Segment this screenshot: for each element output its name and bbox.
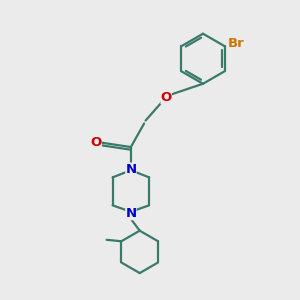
Text: Br: Br bbox=[228, 38, 245, 50]
Text: N: N bbox=[125, 207, 136, 220]
Text: O: O bbox=[91, 136, 102, 149]
Text: O: O bbox=[160, 91, 172, 104]
Text: N: N bbox=[125, 163, 136, 176]
